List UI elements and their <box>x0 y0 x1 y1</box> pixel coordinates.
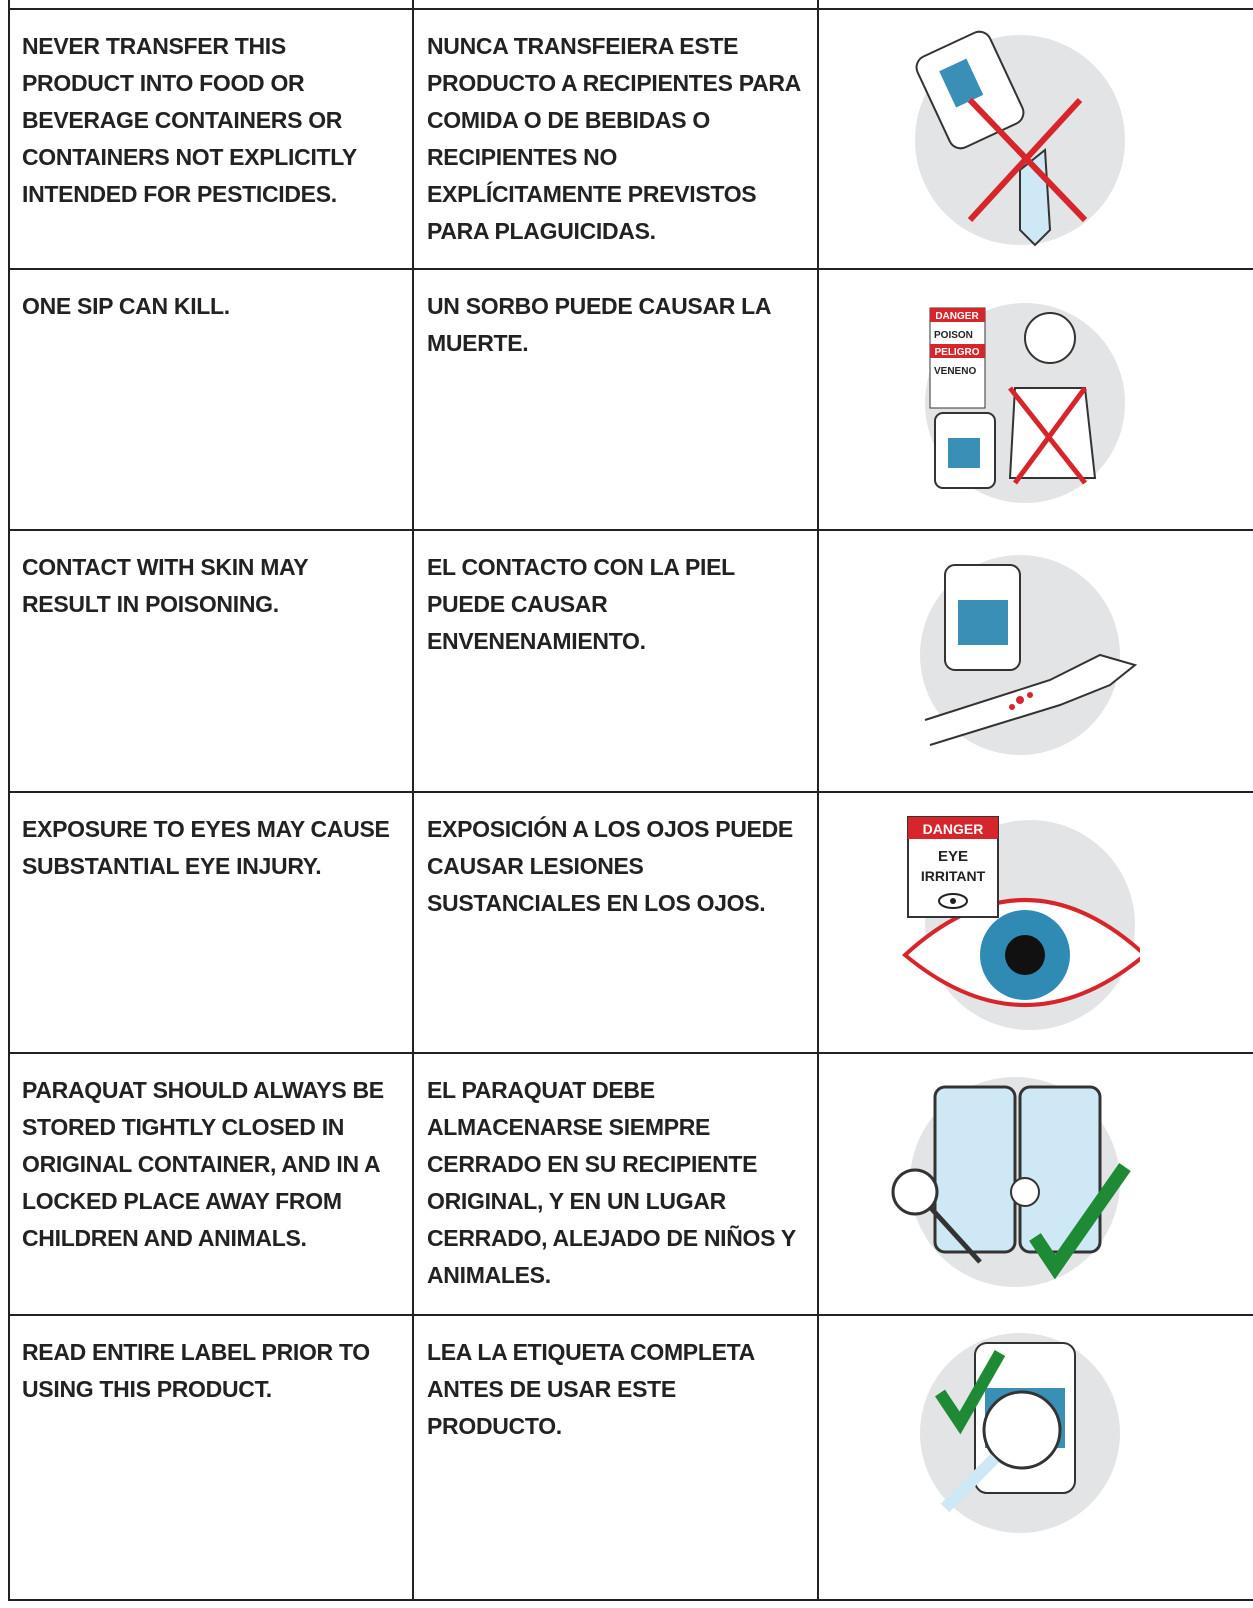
border <box>817 0 819 1600</box>
cell-text: NUNCA TRANSFEIERA ESTE PRODUCTO A RECIPI… <box>427 33 801 244</box>
border <box>8 8 1253 10</box>
icon-label: VENENO <box>934 366 976 377</box>
cell-text: LEA LA ETIQUETA COMPLETA ANTES DE USAR E… <box>427 1339 755 1439</box>
icon-label: EYE <box>938 848 968 865</box>
cell-text: EXPOSURE TO EYES MAY CAUSE SUBSTANTIAL E… <box>22 816 390 879</box>
icon-one-sip: DANGER POISON PELIGRO VENENO <box>925 303 1125 503</box>
icon-locked <box>891 1077 1131 1287</box>
icon-skin <box>920 555 1138 755</box>
icon-no-transfer <box>915 30 1125 247</box>
cell-text: CONTACT WITH SKIN MAY RESULT IN POISONIN… <box>22 554 308 617</box>
cell-text: NEVER TRANSFER THIS PRODUCT INTO FOOD OR… <box>22 33 357 207</box>
icon-label: IRRITANT <box>921 868 986 884</box>
cell-text: EL PARAQUAT DEBE ALMACENARSE SIEMPRE CER… <box>427 1077 796 1288</box>
border <box>8 529 1253 531</box>
icon-label: PELIGRO <box>934 347 979 358</box>
border <box>8 1599 1253 1601</box>
icon-label: POISON <box>934 330 973 341</box>
icon-eye: DANGER EYE IRRITANT <box>901 816 1140 1030</box>
cell-text: READ ENTIRE LABEL PRIOR TO USING THIS PR… <box>22 1339 370 1402</box>
border <box>8 791 1253 793</box>
icon-read-label <box>920 1333 1120 1533</box>
border <box>8 0 10 1600</box>
border <box>8 268 1253 270</box>
icon-label: DANGER <box>923 821 984 837</box>
cell-text: ONE SIP CAN KILL. <box>22 293 230 319</box>
cell-text: UN SORBO PUEDE CAUSAR LA MUERTE. <box>427 293 771 356</box>
icon-label: DANGER <box>935 311 979 322</box>
border <box>412 0 414 1600</box>
cell-text: EL CONTACTO CON LA PIEL PUEDE CAUSAR ENV… <box>427 554 735 654</box>
border <box>8 1052 1253 1054</box>
cell-text: PARAQUAT SHOULD ALWAYS BE STORED TIGHTLY… <box>22 1077 384 1251</box>
cell-text: EXPOSICIÓN A LOS OJOS PUEDE CAUSAR LESIO… <box>427 816 793 916</box>
border <box>8 1314 1253 1316</box>
